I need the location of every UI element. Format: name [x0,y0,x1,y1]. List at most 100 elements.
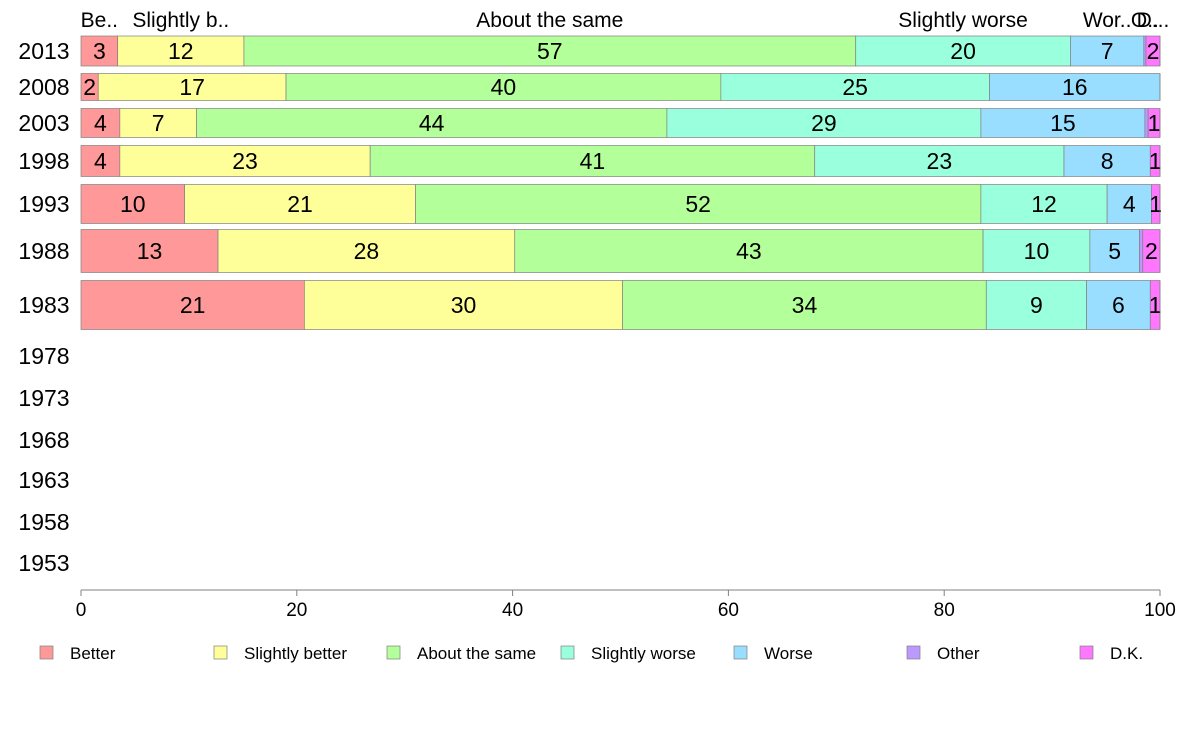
bar-2008-worse [989,73,1161,101]
legend-label-slightly-worse: Slightly worse [591,644,696,663]
y-tick-label-2008: 2008 [18,74,69,100]
data-label-2013-3: 20 [950,38,976,64]
data-label-1993-4: 4 [1123,191,1136,217]
data-label-1983-1: 30 [451,292,477,318]
bar-2008-slightly-better [97,73,287,101]
data-label-1998-0: 4 [94,148,107,174]
data-label-2008-0: 2 [83,74,96,100]
legend-swatch-about-the-same [386,645,401,660]
data-label-2008-2: 40 [491,74,517,100]
data-label-2008-1: 17 [179,74,205,100]
legend-swatch-other [906,645,921,660]
data-label-2003-1: 7 [152,110,165,136]
bar-2003-worse [980,108,1146,138]
data-label-1993-0: 10 [120,191,146,217]
data-label-1998-1: 23 [232,148,258,174]
top-label-0: Be.. [81,9,118,32]
y-tick-label-2003: 2003 [18,110,69,136]
data-label-1988-0: 13 [137,238,163,264]
bar-1998-slightly-worse [814,145,1065,177]
bar-2008-slightly-worse [720,73,990,101]
data-label-2013-4: 7 [1101,38,1114,64]
data-label-2013-0: 3 [93,38,106,64]
bar-1998-about-the-same [369,145,816,177]
data-label-2003-6: 1 [1148,110,1161,136]
top-category-labels: Be.. Slightly b.. About the same Slightly w… [81,9,1170,32]
y-tick-label-1953: 1953 [18,550,69,576]
bar-1993-worse [1106,184,1152,224]
legend-swatch-slightly-better [213,645,228,660]
y-tick-label-1983: 1983 [18,292,69,318]
bars: 3 12 57 20 7 22 17 40 25 164 7 44 29 15 14 23 41 23 8 110 21… [80,35,1162,330]
y-tick-label-1993: 1993 [18,191,69,217]
data-label-2003-0: 4 [94,110,107,136]
x-tick-label-40: 40 [502,600,523,621]
bar-2013-worse [1070,35,1145,67]
data-label-1993-3: 12 [1031,191,1057,217]
data-label-1983-6: 1 [1149,292,1162,318]
bar-1998-better [80,145,121,177]
bar-1998-worse [1063,145,1151,177]
x-tick-label-20: 20 [286,600,307,621]
bar-1988-slightly-better [217,229,516,273]
data-label-1998-6: 1 [1149,148,1162,174]
x-axis: 0 20 40 60 80 100 [76,589,1176,621]
top-label-4: Wor.. [1083,9,1132,32]
legend-swatch-slightly-worse [560,645,575,660]
data-label-1988-1: 28 [354,238,380,264]
bar-1983-worse [1086,280,1151,330]
data-label-1993-6: 1 [1149,191,1162,217]
data-label-1983-3: 9 [1030,292,1043,318]
y-tick-label-2013: 2013 [18,38,69,64]
x-tick-label-100: 100 [1144,600,1176,621]
bar-2003-better [80,108,121,138]
legend-label-slightly-better: Slightly better [244,644,347,663]
bar-1983-slightly-worse [985,280,1087,330]
bar-1988-slightly-worse [982,229,1091,273]
bar-1993-slightly-worse [980,184,1108,224]
bar-1988-other [1139,229,1144,273]
top-label-2: About the same [476,9,623,32]
legend-label-worse: Worse [764,644,813,663]
bar-1988-worse [1089,229,1140,273]
data-label-1983-0: 21 [180,292,206,318]
legend-label-other: Other [937,644,980,663]
data-label-1983-2: 34 [792,292,818,318]
bar-2013-slightly-better [117,35,245,67]
bar-2003-about-the-same [196,108,668,138]
data-label-1988-6: 2 [1145,238,1158,264]
data-label-1993-1: 21 [287,191,313,217]
bar-1983-about-the-same [622,280,987,330]
top-label-6: D... [1137,9,1170,32]
y-axis-labels: 2013 2008 2003 1998 1993 1988 1983 1978 1973 1968… [18,38,69,576]
bar-1988-better [80,229,219,273]
y-tick-label-1968: 1968 [18,427,69,453]
data-label-2013-6: 2 [1147,38,1160,64]
y-tick-label-1988: 1988 [18,238,69,264]
data-label-2003-4: 15 [1050,110,1076,136]
data-label-1988-3: 10 [1024,238,1050,264]
legend-swatch-d-k- [1079,645,1094,660]
data-label-1993-2: 52 [685,191,711,217]
data-label-2013-2: 57 [537,38,563,64]
legend-swatch-worse [733,645,748,660]
bar-1993-slightly-better [184,184,416,224]
legend: Better Slightly better About the same Sligh… [39,644,1143,663]
legend-label-about-the-same: About the same [417,644,536,663]
legend-swatch-better [39,645,54,660]
data-label-1988-2: 43 [736,238,762,264]
data-label-1998-4: 8 [1101,148,1114,174]
y-tick-label-1963: 1963 [18,467,69,493]
y-tick-label-1978: 1978 [18,343,69,369]
bar-2003-slightly-worse [666,108,982,138]
top-label-1: Slightly b.. [132,9,229,32]
data-label-2003-2: 44 [419,110,445,136]
legend-label-d-k-: D.K. [1110,644,1143,663]
data-label-1988-4: 5 [1108,238,1121,264]
legend-label-better: Better [70,644,116,663]
y-tick-label-1973: 1973 [18,385,69,411]
x-tick-label-80: 80 [934,600,955,621]
y-tick-label-1958: 1958 [18,509,69,535]
data-label-1998-2: 41 [580,148,606,174]
